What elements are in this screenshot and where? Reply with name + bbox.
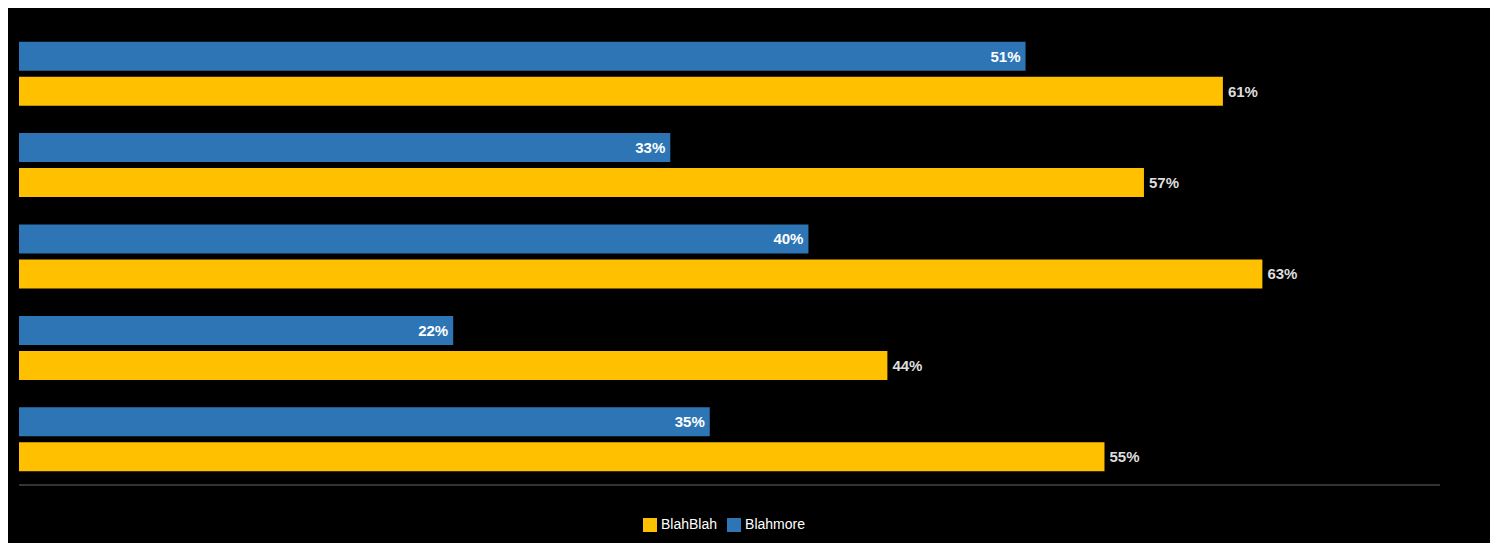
svg-text:22%: 22% [418,322,448,339]
svg-text:51%: 51% [991,48,1021,65]
svg-text:61%: 61% [1228,83,1258,100]
svg-text:44%: 44% [892,357,922,374]
svg-text:55%: 55% [1109,448,1139,465]
svg-text:40%: 40% [773,230,803,247]
html-text:BlahBlah: BlahBlah [661,516,718,532]
svg-text:33%: 33% [635,139,665,156]
svg-text:35%: 35% [675,413,705,430]
html-text:Blahmore: Blahmore [745,516,805,532]
svg-text:57%: 57% [1149,174,1179,191]
svg-text:63%: 63% [1267,265,1297,282]
